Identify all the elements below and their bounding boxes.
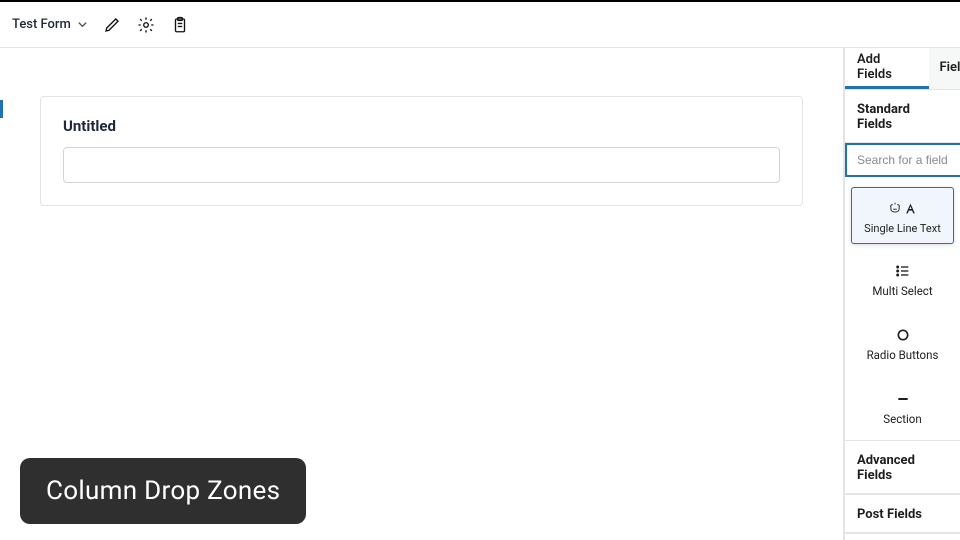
field-card[interactable]: Untitled (40, 96, 803, 206)
form-title-label: Test Form (12, 17, 71, 32)
field-option-multi-select[interactable]: Multi Select (851, 250, 954, 308)
field-option-section[interactable]: Section (851, 378, 954, 436)
clipboard-icon[interactable] (170, 15, 190, 35)
form-title-dropdown[interactable]: Test Form (12, 15, 88, 34)
radio-icon (895, 325, 911, 345)
grab-text-icon (888, 198, 917, 218)
field-option-label: Single Line Text (864, 222, 941, 235)
field-option-single-line-text[interactable]: Single Line Text (851, 187, 954, 244)
edit-icon[interactable] (102, 15, 122, 35)
body: Untitled Column Drop Zones Add Fields Fi… (0, 48, 960, 540)
field-list: Single Line Text Multi Select Radio Butt… (845, 177, 960, 440)
field-option-label: Multi Select (872, 285, 932, 299)
section-post-fields[interactable]: Post Fields (845, 494, 960, 533)
add-fields-panel: Standard Fields Single Line Text (845, 90, 960, 540)
minus-icon (895, 389, 911, 409)
chevron-down-icon (77, 15, 88, 34)
sidebar-tabs: Add Fields Fiel (845, 48, 960, 90)
settings-gear-icon[interactable] (136, 15, 156, 35)
field-option-label: Radio Buttons (867, 349, 939, 363)
list-icon (895, 261, 911, 281)
topbar: Test Form (0, 2, 960, 48)
tab-add-fields[interactable]: Add Fields (845, 48, 929, 89)
field-search-wrap (845, 143, 960, 177)
section-pricing-fields[interactable]: Pricing Fields (845, 533, 960, 540)
field-option-radio-buttons[interactable]: Radio Buttons (851, 314, 954, 372)
canvas-accent (0, 100, 3, 118)
section-advanced-fields[interactable]: Advanced Fields (845, 440, 960, 494)
sidebar: Add Fields Fiel Standard Fields Single L… (844, 48, 960, 540)
form-canvas[interactable]: Untitled Column Drop Zones (0, 48, 844, 540)
app-root: Test Form Untitled Column Drop Zones A (0, 0, 960, 540)
section-standard-fields[interactable]: Standard Fields (845, 90, 960, 143)
field-input[interactable] (63, 147, 780, 183)
tab-field-settings[interactable]: Fiel (929, 48, 960, 89)
field-option-label: Section (883, 413, 921, 427)
field-label: Untitled (63, 117, 780, 135)
caption-overlay: Column Drop Zones (20, 458, 306, 524)
field-search-input[interactable] (845, 143, 960, 177)
